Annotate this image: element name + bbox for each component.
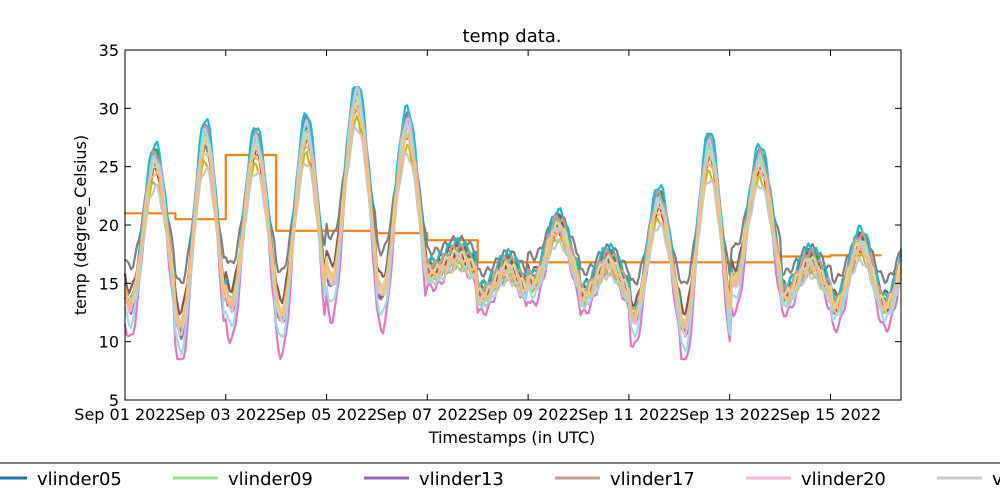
x-tick-label: Sep 09 2022	[477, 405, 578, 424]
x-tick-label: Sep 03 2022	[175, 405, 276, 424]
legend-label: vlinder17	[610, 469, 695, 490]
legend-label: vlinder	[992, 469, 1000, 490]
y-tick-label: 5	[109, 391, 119, 410]
legend-label: vlinder05	[37, 469, 122, 490]
y-axis-label: temp (degree_Celsius)	[71, 135, 91, 315]
legend-label: vlinder13	[419, 469, 504, 490]
y-axis: 5 10 15 20 25 30 35	[99, 41, 901, 410]
legend: vlinder05 vlinder09 vlinder13 vlinder17 vlin…	[0, 462, 1000, 490]
y-tick-label: 25	[99, 158, 119, 177]
x-tick-label: Sep 13 2022	[679, 405, 780, 424]
y-tick-label: 10	[99, 333, 119, 352]
y-tick-label: 35	[99, 41, 119, 60]
x-tick-label: Sep 01 2022	[74, 405, 175, 424]
series-layer	[123, 86, 903, 361]
legend-label: vlinder09	[228, 469, 313, 490]
y-tick-label: 20	[99, 216, 119, 235]
series-line	[123, 106, 903, 329]
y-tick-label: 15	[99, 274, 119, 293]
legend-label: vlinder20	[801, 469, 886, 490]
x-tick-label: Sep 15 2022	[780, 405, 881, 424]
x-tick-label: Sep 11 2022	[578, 405, 679, 424]
chart-title: temp data.	[462, 26, 561, 47]
x-axis-label: Timestamps (in UTC)	[428, 428, 596, 447]
y-tick-label: 30	[99, 99, 119, 118]
x-axis: Sep 01 2022 Sep 03 2022 Sep 05 2022 Sep 07 …	[74, 50, 881, 424]
x-tick-label: Sep 05 2022	[276, 405, 377, 424]
x-tick-label: Sep 07 2022	[377, 405, 478, 424]
